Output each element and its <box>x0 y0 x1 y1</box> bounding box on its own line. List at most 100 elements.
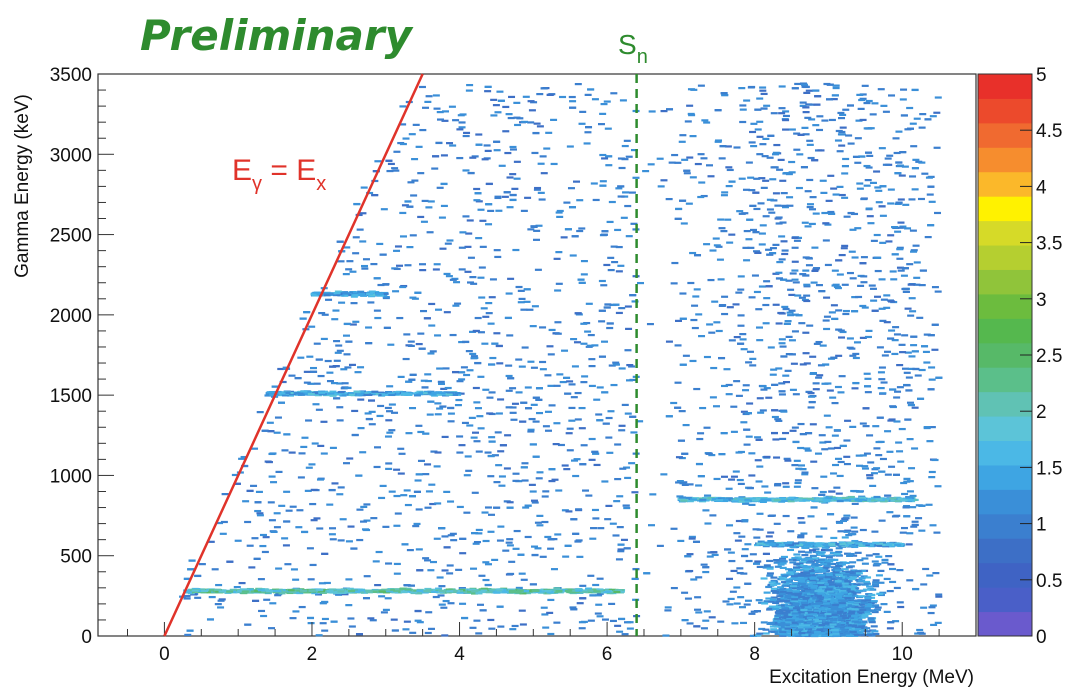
heatmap-cell <box>336 240 344 243</box>
heatmap-cell <box>356 228 364 231</box>
heatmap-cell <box>796 558 804 561</box>
heatmap-cell <box>849 561 857 564</box>
heatmap-cell <box>838 193 846 197</box>
heatmap-cell <box>740 572 748 575</box>
heatmap-cell <box>843 580 851 583</box>
heatmap-cell <box>590 182 598 185</box>
heatmap-cell <box>441 535 449 538</box>
heatmap-cell <box>337 486 345 489</box>
heatmap-cell <box>617 548 625 551</box>
heatmap-cell <box>477 427 485 430</box>
heatmap-cell <box>535 477 543 480</box>
heatmap-cell <box>926 574 934 577</box>
heatmap-cell <box>859 336 867 339</box>
heatmap-cell <box>498 164 506 167</box>
heatmap-cell <box>527 428 535 431</box>
heatmap-cell <box>817 364 825 367</box>
heatmap-cell <box>424 631 432 635</box>
heatmap-cell <box>622 191 630 194</box>
heatmap-cell <box>742 188 750 191</box>
heatmap-cell <box>847 211 855 215</box>
heatmap-cell <box>733 146 741 149</box>
heatmap-cell <box>221 493 229 496</box>
heatmap-cell <box>911 88 919 92</box>
heatmap-cell <box>777 623 785 627</box>
heatmap-cell <box>872 579 880 582</box>
heatmap-cell <box>805 432 813 435</box>
heatmap-cell <box>184 633 192 636</box>
heatmap-cell <box>828 311 836 314</box>
heatmap-cell <box>868 619 876 622</box>
heatmap-cell <box>393 249 401 252</box>
heatmap-cell <box>794 479 802 482</box>
heatmap-cell <box>519 420 527 423</box>
heatmap-cell <box>321 629 329 632</box>
heatmap-cell <box>493 481 501 484</box>
heatmap-cell <box>399 285 407 289</box>
heatmap-cell <box>766 574 774 577</box>
heatmap-cell <box>441 119 449 122</box>
heatmap-cell <box>529 325 537 328</box>
heatmap-cell <box>861 467 869 470</box>
heatmap-cell <box>342 273 350 276</box>
heatmap-cell <box>799 363 807 366</box>
heatmap-cell <box>514 123 522 127</box>
heatmap-cell <box>482 561 490 564</box>
heatmap-cell <box>278 504 286 507</box>
heatmap-cell <box>753 610 761 613</box>
heatmap-cell <box>571 365 579 368</box>
heatmap-cell <box>456 505 464 509</box>
heatmap-cell <box>806 203 814 206</box>
heatmap-cell <box>660 473 668 476</box>
heatmap-cell <box>401 543 409 546</box>
heatmap-cell <box>512 547 520 550</box>
heatmap-cell <box>835 550 843 554</box>
heatmap-cell <box>606 220 614 224</box>
heatmap-cell <box>458 371 466 374</box>
heatmap-cell <box>285 509 293 512</box>
heatmap-cell <box>305 419 313 422</box>
heatmap-cell <box>408 378 416 381</box>
heatmap-cell <box>566 145 574 148</box>
heatmap-cell <box>578 281 586 284</box>
heatmap-cell <box>933 111 941 114</box>
heatmap-cell <box>788 293 796 297</box>
heatmap-cell <box>409 631 417 634</box>
heatmap-cell <box>688 537 696 540</box>
heatmap-cell <box>662 634 670 637</box>
heatmap-cell <box>774 482 782 486</box>
heatmap-cell <box>345 540 353 543</box>
heatmap-cell <box>590 527 598 530</box>
heatmap-cell <box>745 412 753 415</box>
heatmap-cell <box>406 205 414 208</box>
heatmap-cell <box>909 494 917 498</box>
heatmap-cell <box>718 227 726 230</box>
heatmap-cell <box>743 443 751 446</box>
heatmap-cell <box>674 344 682 347</box>
heatmap-cell <box>789 429 797 432</box>
heatmap-cell <box>744 543 752 546</box>
heatmap-cell <box>553 422 561 425</box>
heatmap-cell <box>473 187 481 191</box>
heatmap-cell <box>398 452 406 455</box>
heatmap-cell <box>857 284 865 287</box>
heatmap-cell <box>860 275 868 278</box>
heatmap-cell <box>909 229 917 232</box>
heatmap-cell <box>781 584 789 587</box>
heatmap-cell <box>791 582 799 585</box>
heatmap-cell <box>762 566 770 569</box>
heatmap-cell <box>891 339 899 342</box>
heatmap-cell <box>727 597 735 601</box>
heatmap-cell <box>368 399 376 402</box>
heatmap-cell <box>806 560 814 563</box>
heatmap-cell <box>484 149 492 153</box>
heatmap-cell <box>878 366 886 369</box>
heatmap-cell <box>925 503 933 506</box>
heatmap-cell <box>485 223 493 226</box>
heatmap-cell <box>825 572 833 575</box>
heatmap-cell <box>753 562 761 565</box>
heatmap-cell <box>804 628 812 631</box>
heatmap-cell <box>877 593 885 597</box>
heatmap-cell <box>509 145 517 149</box>
heatmap-cell <box>611 260 619 264</box>
